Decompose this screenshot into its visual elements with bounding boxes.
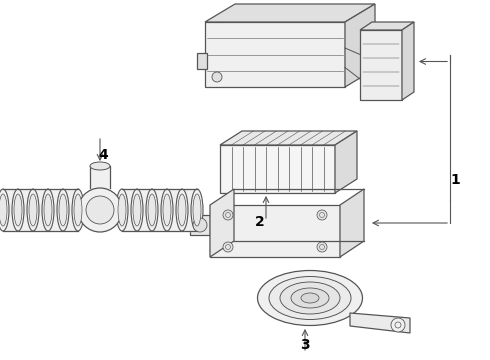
Ellipse shape [57, 189, 69, 231]
Ellipse shape [0, 189, 9, 231]
Ellipse shape [90, 162, 110, 170]
Polygon shape [360, 30, 402, 100]
Ellipse shape [131, 189, 143, 231]
Circle shape [317, 210, 327, 220]
Ellipse shape [44, 194, 52, 226]
Circle shape [193, 218, 207, 232]
Ellipse shape [12, 189, 24, 231]
Polygon shape [190, 215, 210, 235]
Circle shape [212, 72, 222, 82]
Ellipse shape [301, 293, 319, 303]
Circle shape [391, 318, 405, 332]
Polygon shape [210, 189, 234, 257]
Ellipse shape [14, 194, 22, 226]
Polygon shape [360, 22, 414, 30]
Ellipse shape [148, 194, 156, 226]
Ellipse shape [59, 194, 67, 226]
Polygon shape [220, 131, 357, 145]
Circle shape [223, 210, 233, 220]
Ellipse shape [118, 194, 126, 226]
Ellipse shape [176, 189, 188, 231]
Polygon shape [335, 131, 357, 193]
Ellipse shape [72, 189, 84, 231]
Polygon shape [197, 53, 207, 69]
Ellipse shape [291, 288, 329, 308]
Ellipse shape [193, 194, 201, 226]
Ellipse shape [146, 189, 158, 231]
Ellipse shape [161, 189, 173, 231]
Text: 3: 3 [300, 338, 310, 352]
Ellipse shape [133, 194, 141, 226]
Ellipse shape [0, 194, 7, 226]
Text: 4: 4 [98, 148, 108, 162]
Circle shape [223, 242, 233, 252]
Ellipse shape [191, 189, 203, 231]
Polygon shape [210, 205, 340, 257]
Ellipse shape [27, 189, 39, 231]
Polygon shape [350, 313, 410, 333]
Circle shape [317, 242, 327, 252]
Ellipse shape [178, 194, 186, 226]
Polygon shape [345, 4, 375, 87]
Polygon shape [205, 22, 345, 87]
Polygon shape [205, 4, 375, 22]
Ellipse shape [163, 194, 171, 226]
Polygon shape [220, 145, 335, 193]
Text: 2: 2 [255, 215, 265, 229]
Ellipse shape [269, 276, 351, 320]
Ellipse shape [74, 194, 82, 226]
Polygon shape [340, 189, 364, 257]
Ellipse shape [258, 270, 363, 325]
Ellipse shape [29, 194, 37, 226]
Polygon shape [402, 22, 414, 100]
Circle shape [78, 188, 122, 232]
Text: 1: 1 [450, 173, 460, 187]
Ellipse shape [116, 189, 128, 231]
Ellipse shape [280, 282, 340, 314]
Circle shape [86, 196, 114, 224]
Ellipse shape [42, 189, 54, 231]
